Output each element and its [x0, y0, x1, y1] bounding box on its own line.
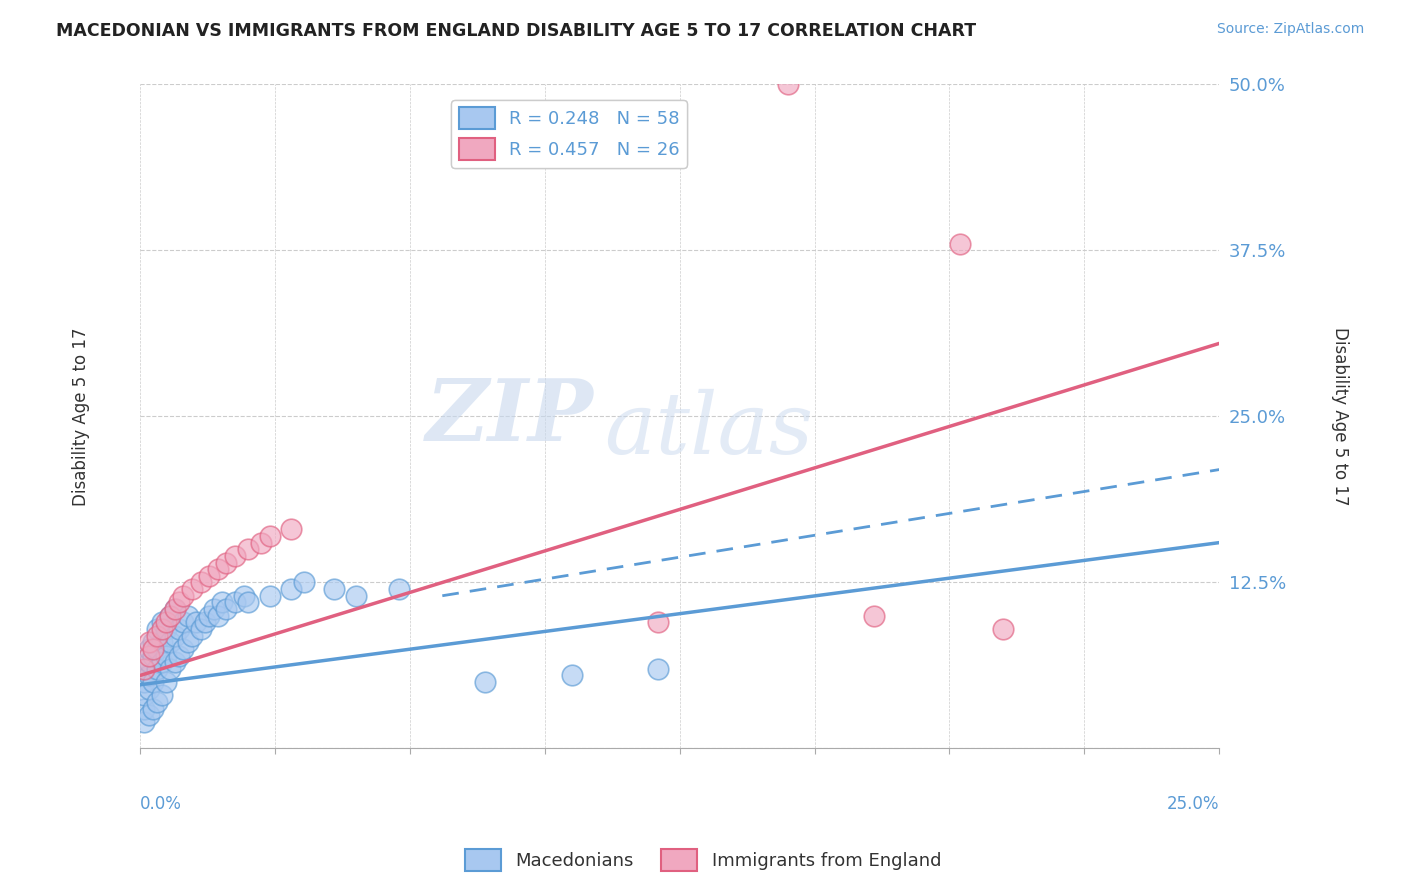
Point: [134, 662, 156, 676]
Point: [232, 589, 254, 603]
Text: 0.0%: 0.0%: [141, 795, 181, 813]
Point: [138, 635, 160, 649]
Point: [167, 595, 190, 609]
Point: [207, 562, 229, 576]
Point: [138, 668, 160, 682]
Point: [142, 701, 165, 715]
Text: Source: ZipAtlas.com: Source: ZipAtlas.com: [1216, 22, 1364, 37]
Y-axis label: Disability Age 5 to 17: Disability Age 5 to 17: [1331, 327, 1348, 506]
Point: [134, 689, 156, 703]
Point: [146, 622, 169, 636]
Point: [155, 648, 177, 663]
Point: [134, 675, 156, 690]
Point: [190, 622, 212, 636]
Point: [155, 675, 177, 690]
Point: [561, 668, 583, 682]
Point: [138, 641, 160, 656]
Legend: R = 0.248   N = 58, R = 0.457   N = 26: R = 0.248 N = 58, R = 0.457 N = 26: [451, 100, 688, 168]
Point: [647, 662, 669, 676]
Point: [202, 602, 225, 616]
Point: [215, 602, 238, 616]
Point: [176, 635, 198, 649]
Point: [150, 615, 173, 630]
Point: [224, 549, 246, 563]
Point: [134, 662, 156, 676]
Point: [146, 641, 169, 656]
Text: ZIP: ZIP: [426, 375, 593, 458]
Point: [323, 582, 346, 596]
Text: MACEDONIAN VS IMMIGRANTS FROM ENGLAND DISABILITY AGE 5 TO 17 CORRELATION CHART: MACEDONIAN VS IMMIGRANTS FROM ENGLAND DI…: [56, 22, 976, 40]
Point: [142, 675, 165, 690]
Legend: Macedonians, Immigrants from England: Macedonians, Immigrants from England: [458, 842, 948, 879]
Point: [155, 615, 177, 630]
Point: [194, 615, 217, 630]
Point: [138, 681, 160, 696]
Point: [142, 635, 165, 649]
Point: [280, 522, 302, 536]
Point: [236, 595, 259, 609]
Text: Disability Age 5 to 17: Disability Age 5 to 17: [72, 327, 90, 506]
Point: [146, 629, 169, 643]
Point: [163, 602, 186, 616]
Point: [138, 708, 160, 723]
Text: 25.0%: 25.0%: [1167, 795, 1219, 813]
Point: [155, 622, 177, 636]
Point: [167, 622, 190, 636]
Point: [172, 615, 194, 630]
Point: [949, 236, 972, 251]
Point: [150, 635, 173, 649]
Point: [163, 602, 186, 616]
Point: [150, 622, 173, 636]
Point: [993, 622, 1015, 636]
Point: [211, 595, 233, 609]
Point: [344, 589, 367, 603]
Point: [163, 629, 186, 643]
Point: [186, 615, 208, 630]
Point: [159, 635, 181, 649]
Point: [236, 542, 259, 557]
Point: [159, 608, 181, 623]
Point: [146, 662, 169, 676]
Point: [190, 575, 212, 590]
Point: [176, 608, 198, 623]
Point: [172, 589, 194, 603]
Point: [142, 648, 165, 663]
Point: [863, 608, 886, 623]
Point: [474, 675, 496, 690]
Point: [134, 714, 156, 729]
Point: [181, 582, 204, 596]
Point: [207, 608, 229, 623]
Point: [647, 615, 669, 630]
Point: [259, 529, 281, 543]
Point: [159, 662, 181, 676]
Point: [159, 608, 181, 623]
Point: [138, 655, 160, 669]
Point: [215, 556, 238, 570]
Point: [150, 655, 173, 669]
Point: [150, 689, 173, 703]
Point: [198, 569, 221, 583]
Point: [163, 655, 186, 669]
Point: [181, 629, 204, 643]
Point: [198, 608, 221, 623]
Point: [280, 582, 302, 596]
Point: [134, 701, 156, 715]
Point: [224, 595, 246, 609]
Point: [776, 78, 799, 92]
Point: [388, 582, 411, 596]
Point: [292, 575, 315, 590]
Point: [250, 535, 273, 549]
Point: [167, 648, 190, 663]
Point: [138, 648, 160, 663]
Text: atlas: atlas: [605, 388, 813, 471]
Point: [146, 695, 169, 709]
Point: [259, 589, 281, 603]
Point: [142, 641, 165, 656]
Point: [172, 641, 194, 656]
